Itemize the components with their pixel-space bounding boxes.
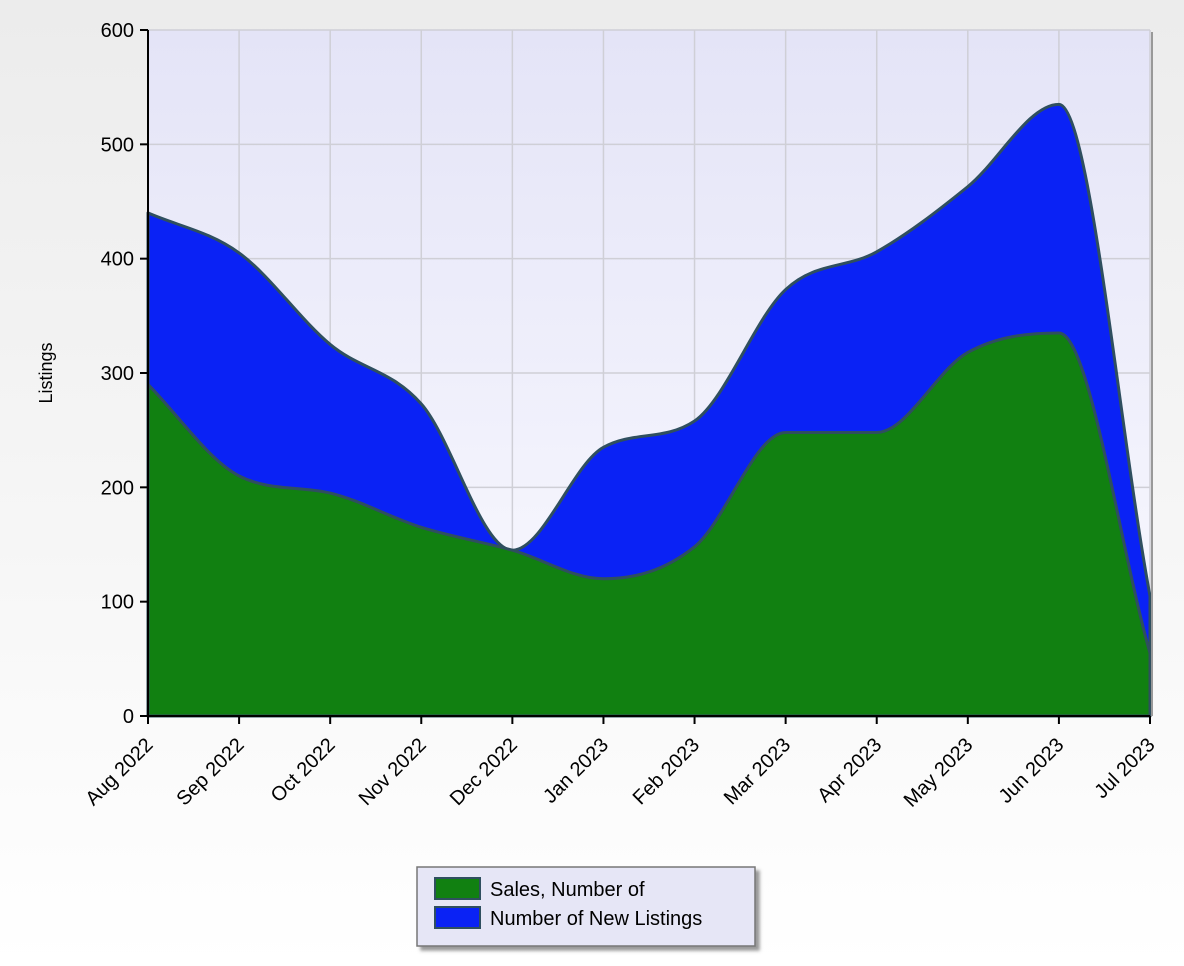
x-tick-label: Jan 2023 <box>539 734 613 808</box>
y-tick-label: 600 <box>101 20 134 42</box>
x-tick-label: Oct 2022 <box>267 734 340 807</box>
y-tick-label: 400 <box>101 249 134 271</box>
x-tick-label: Apr 2023 <box>813 734 886 807</box>
x-tick-label: Mar 2023 <box>720 734 795 809</box>
legend: Sales, Number of Number of New Listings <box>416 866 756 947</box>
series-areas <box>146 102 1152 718</box>
y-tick-label: 200 <box>101 477 134 499</box>
legend-label-number-of-new-listings: Number of New Listings <box>490 908 702 930</box>
y-tick-label: 500 <box>101 134 134 156</box>
legend-label-sales-number-of: Sales, Number of <box>490 879 645 901</box>
x-tick-label: Dec 2022 <box>446 734 522 810</box>
x-tick-label: Jul 2023 <box>1091 734 1160 803</box>
x-tick-label: Nov 2022 <box>355 734 431 810</box>
y-tick-label: 100 <box>101 592 134 614</box>
y-axis-ticks: 0 100 200 300 400 500 600 <box>101 20 148 728</box>
area-sales-number-of <box>146 331 1152 718</box>
x-tick-label: Jun 2023 <box>995 734 1069 808</box>
legend-swatch-sales-number-of <box>434 877 481 900</box>
x-tick-label: Aug 2022 <box>81 734 157 810</box>
y-tick-label: 0 <box>123 706 134 728</box>
y-tick-label: 300 <box>101 363 134 385</box>
y-axis-title: Listings <box>36 342 56 403</box>
x-tick-label: May 2023 <box>900 734 978 812</box>
x-tick-label: Sep 2022 <box>173 734 249 810</box>
x-tick-label: Feb 2023 <box>629 734 704 809</box>
x-axis-ticks: Aug 2022 Sep 2022 Oct 2022 Nov 2022 Dec 2022… <box>81 716 1160 812</box>
legend-swatch-number-of-new-listings <box>434 906 481 929</box>
